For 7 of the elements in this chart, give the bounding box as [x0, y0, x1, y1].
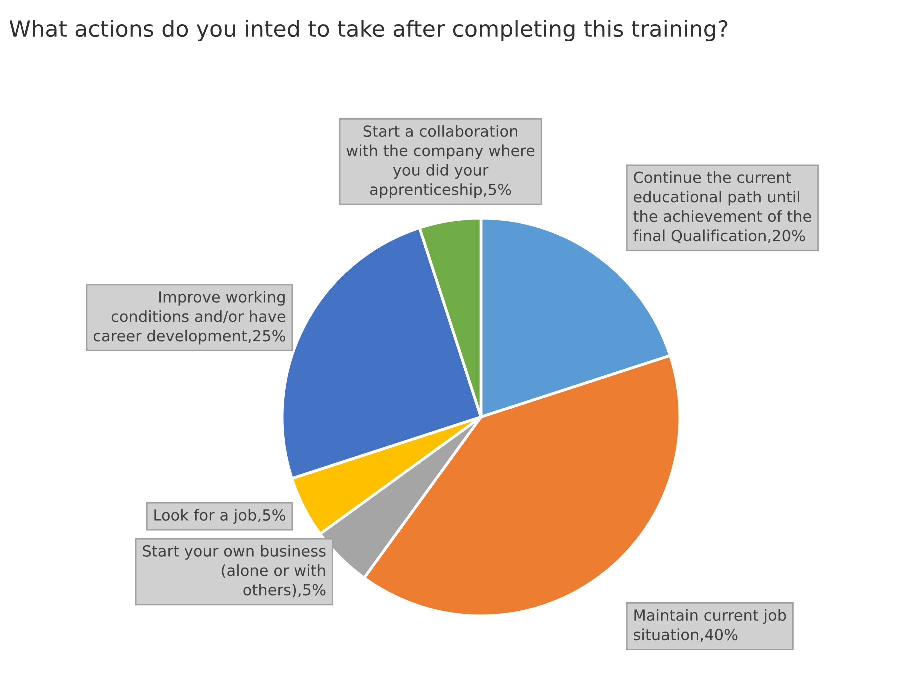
slice-label: Continue the current educational path until the achievement of the final Qualification,20% — [634, 172, 812, 244]
slice-label: Start a collaboration with the company where you did your apprenticeship,5% — [346, 125, 535, 198]
slice-label: Start your own business (alone or with others),5% — [143, 545, 326, 598]
slice-label: Maintain current job situation,40% — [634, 609, 786, 642]
slice-label: Improve working conditions and/or have career development,25% — [94, 291, 286, 345]
chart-title: What actions do you inted to take after completing this training? — [10, 20, 728, 42]
slice-label: Look for a job,5% — [154, 509, 286, 524]
